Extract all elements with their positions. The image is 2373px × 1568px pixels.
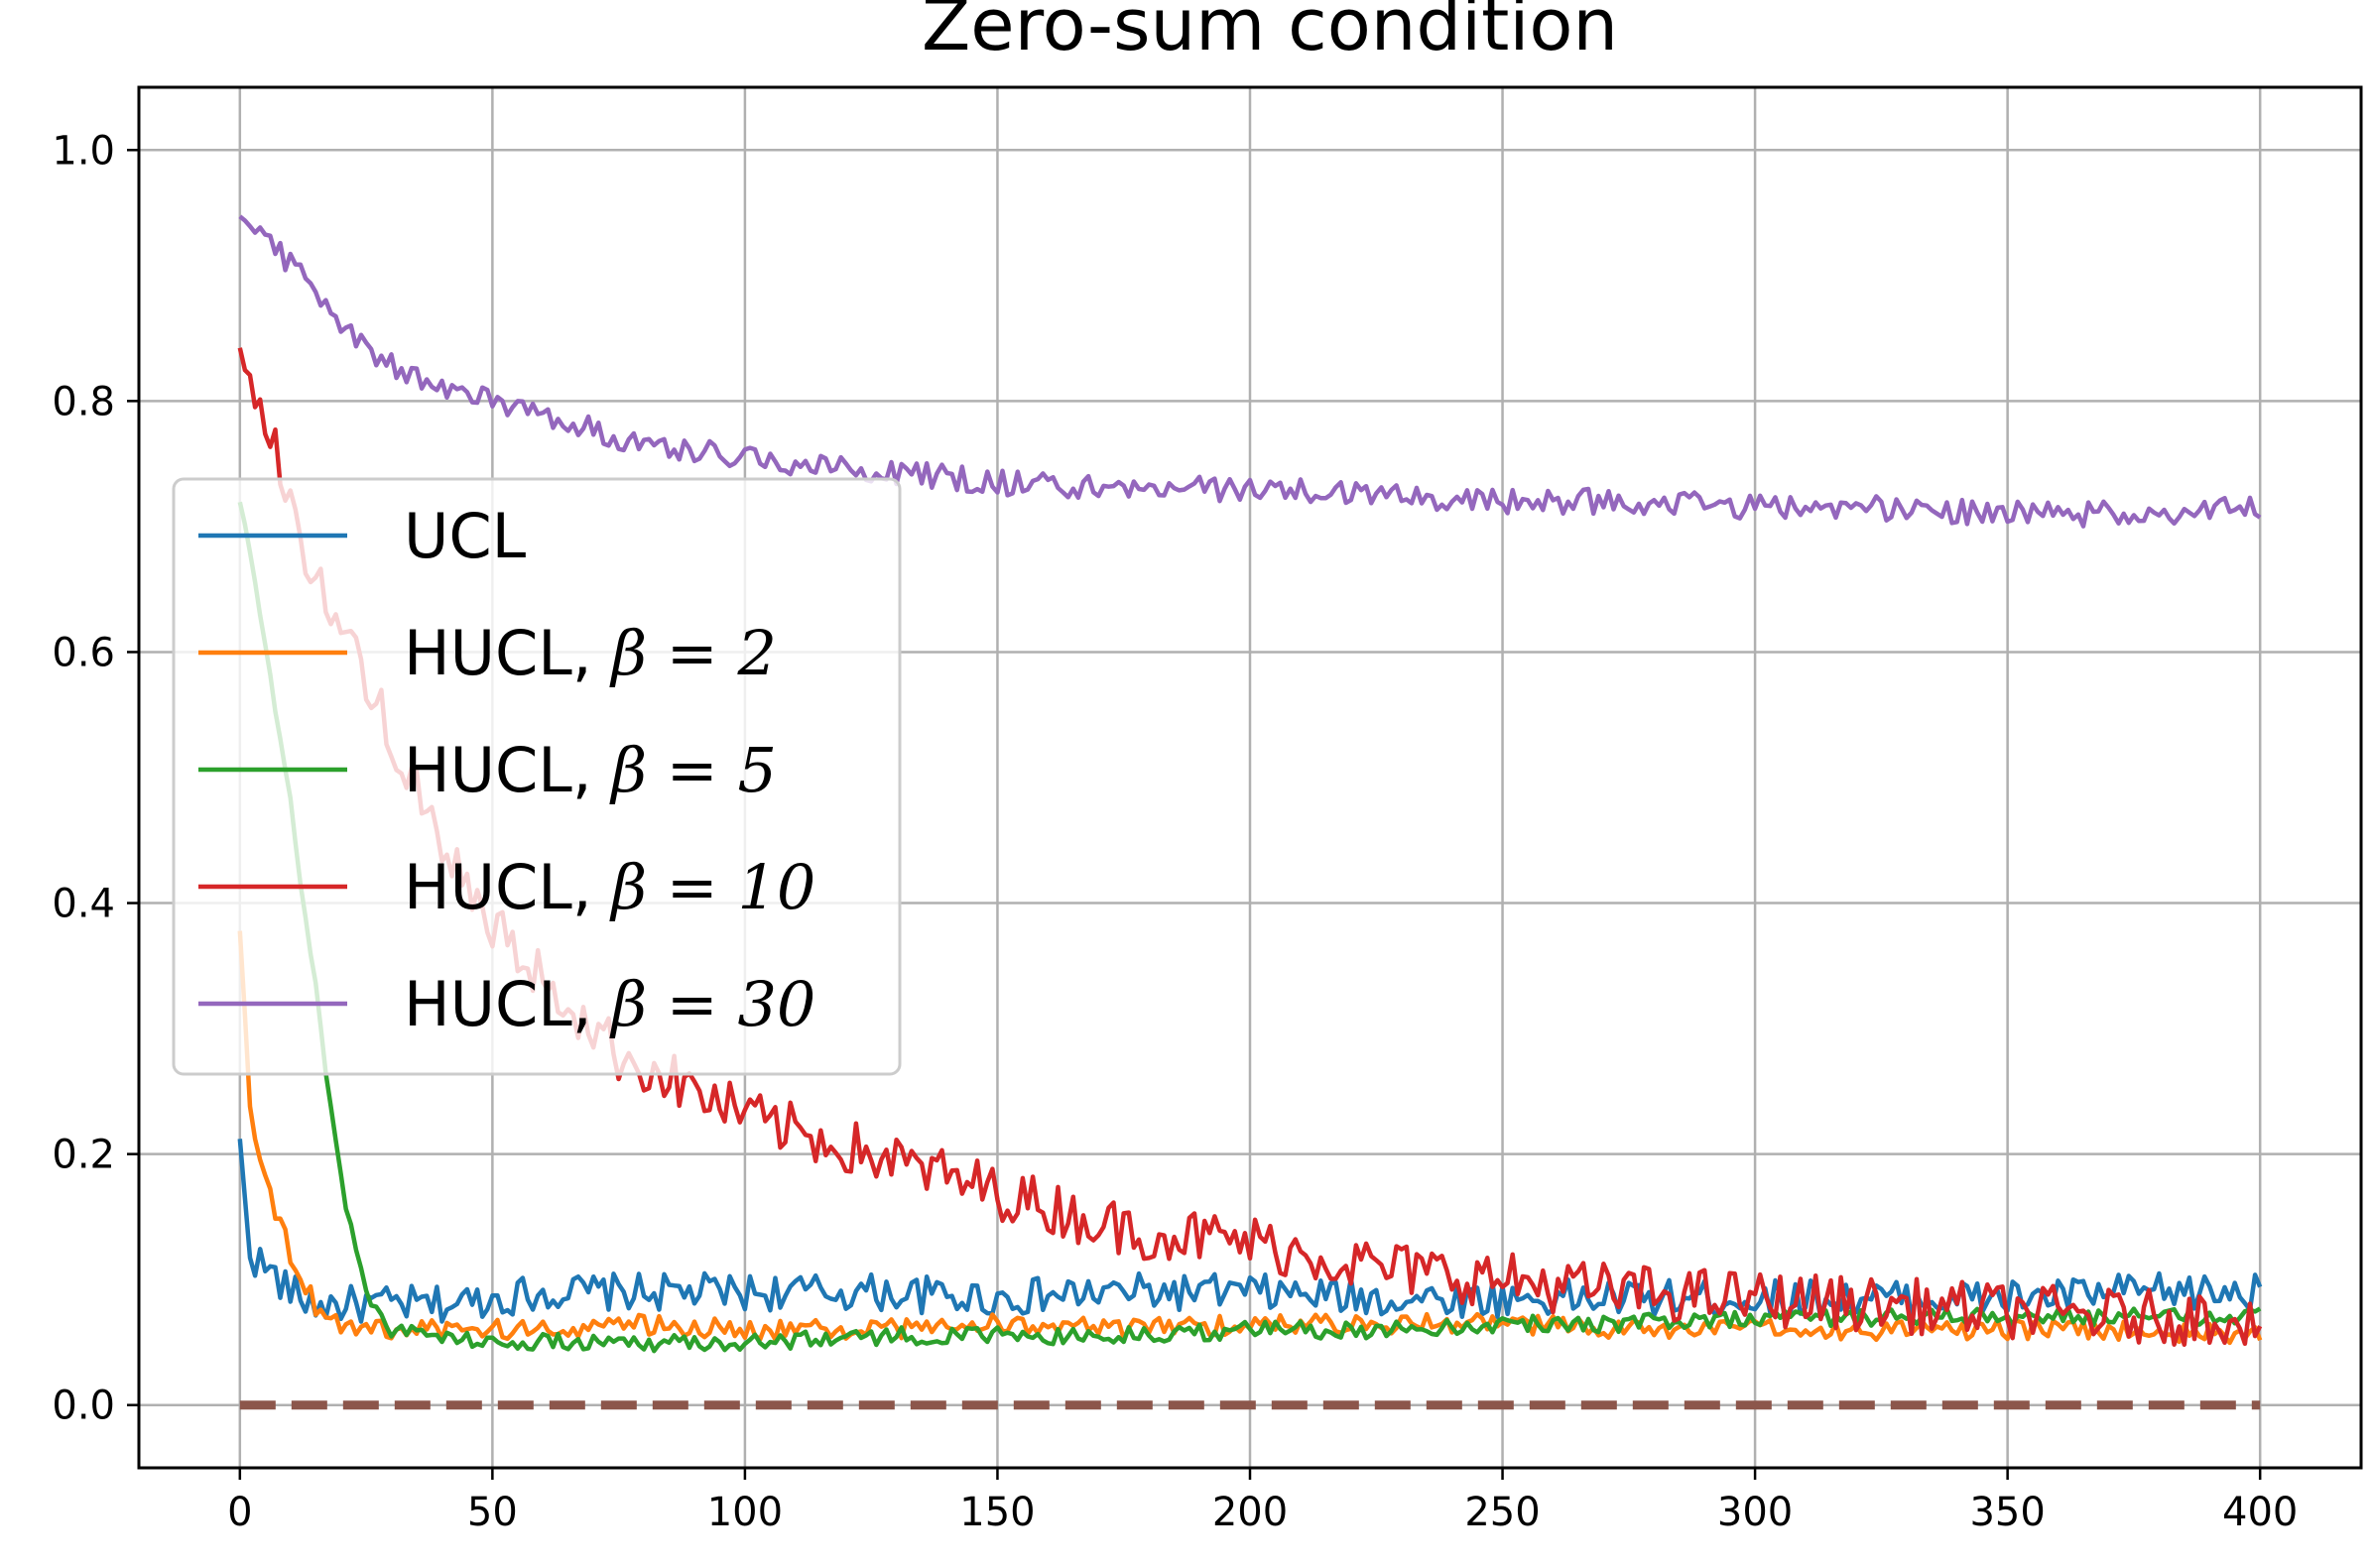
x-tick-label: 150 [959,1490,1035,1535]
y-tick-label: 0.0 [52,1384,115,1429]
x-tick-label: 100 [707,1490,783,1535]
x-tick-label: 0 [227,1490,252,1535]
series-line-4 [238,214,2262,529]
legend-label: UCL [404,500,527,572]
x-tick-label: 50 [467,1490,518,1535]
legend-box [172,477,902,1076]
y-tick-label: 0.2 [52,1133,115,1178]
x-tick-label: 350 [1969,1490,2045,1535]
legend-label: HUCL, β = 5 [404,734,777,806]
y-tick-label: 1.0 [52,128,115,174]
x-tick-label: 200 [1212,1490,1288,1535]
x-tick-label: 400 [2222,1490,2298,1535]
axes: 0 50 100 150 200 250 300 350 400 0.0 0.2 0.4 0.6 0.8 1… [52,128,2298,1535]
x-tick-label: 250 [1464,1490,1540,1535]
y-tick-label: 0.8 [52,379,115,424]
chart-title: Zero-sum condition [922,0,1618,66]
legend-label: HUCL, β = 2 [404,617,777,689]
y-tick-label: 0.4 [52,882,115,927]
y-tick-label: 0.6 [52,630,115,675]
legend-label: HUCL, β = 30 [404,968,815,1040]
legend: UCL HUCL, β = 2 HUCL, β = 5 HUCL, β = 10 HUC… [172,477,902,1076]
legend-label: HUCL, β = 10 [404,851,815,923]
x-tick-label: 300 [1717,1490,1793,1535]
